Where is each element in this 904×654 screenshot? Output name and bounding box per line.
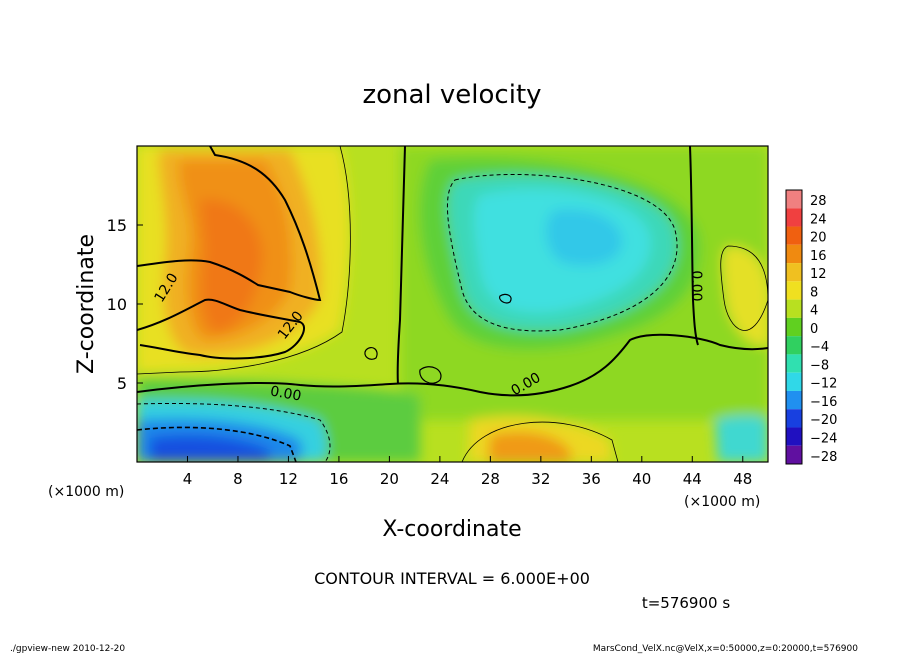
x-axis: 4 8 12 16 20 24 28 32 36 40 44 48: [183, 456, 752, 488]
colorbar-label: −16: [810, 395, 837, 410]
colorbar-segment: [786, 372, 802, 391]
colorbar-label: 16: [810, 249, 827, 264]
x-tick-label: 40: [632, 470, 651, 488]
x-tick-label: 24: [430, 470, 449, 488]
y-axis-label: Z-coordinate: [74, 234, 99, 374]
contour-label-0-a: 0.00: [269, 383, 302, 404]
footer-left: ./gpview-new 2010-12-20: [10, 644, 125, 654]
x-tick-label: 12: [279, 470, 298, 488]
field-deep-blue-low: [150, 435, 270, 462]
colorbar-segment: [786, 354, 802, 373]
x-tick-label: 4: [183, 470, 193, 488]
colorbar-label: −24: [810, 432, 837, 447]
y-tick-label: 5: [117, 374, 127, 393]
colorbar: 28 24 20 16 12 8 4 0 −4 −8 −12 −16 −20 −24 −28: [785, 189, 837, 465]
x-unit-label-right: (×1000 m): [684, 494, 760, 510]
contour-12-lower: [137, 298, 305, 360]
colorbar-segment: [786, 390, 802, 410]
colorbar-label: −20: [810, 413, 837, 428]
colorbar-label: 20: [810, 231, 827, 246]
x-tick-label: 48: [733, 470, 752, 488]
plot-area: 12.0 12.0 0.00 0.00 0.00: [137, 146, 768, 462]
contour-label-0-c: 0.00: [688, 270, 704, 301]
contour-neg12-low: [137, 426, 297, 462]
contour-12-upper: [137, 146, 322, 302]
colorbar-label: −28: [810, 450, 837, 465]
contour-0-east: [689, 146, 699, 346]
contour-blob-1: [364, 346, 378, 360]
colorbar-segment: [786, 208, 802, 227]
colorbar-label: 28: [810, 194, 827, 209]
colorbar-segment: [786, 427, 802, 446]
contour-neg6-low: [137, 402, 331, 462]
y-tick-label: 10: [107, 295, 127, 314]
contour-6-west: [137, 146, 351, 375]
time-stamp: t=576900 s: [642, 594, 730, 612]
y-axis: 5 10 15: [107, 216, 143, 393]
colorbar-segment: [786, 445, 802, 464]
colorbar-segment: [786, 263, 802, 282]
x-tick-label: 28: [481, 470, 500, 488]
colorbar-segment: [786, 299, 802, 318]
field-cyan-se: [715, 415, 768, 462]
colorbar-label: 4: [810, 304, 818, 319]
colorbar-segment: [786, 336, 802, 355]
contour-blob-2: [419, 366, 442, 384]
colorbar-frame: [785, 189, 803, 465]
field-cyan-deep: [546, 209, 623, 266]
contour-6-bottom: [461, 421, 619, 462]
field-yellow-east: [722, 246, 768, 346]
colorbar-segment: [786, 281, 802, 300]
footer-right: MarsCond_VelX.nc@VelX,x=0:50000,z=0:2000…: [593, 644, 858, 654]
colorbar-label: 12: [810, 267, 827, 282]
x-axis-label: X-coordinate: [382, 517, 521, 542]
colorbar-label: 8: [810, 285, 818, 300]
contour-blob-3: [499, 293, 512, 304]
colorbar-label: 24: [810, 212, 827, 227]
x-tick-label: 20: [380, 470, 399, 488]
colorbar-segment: [786, 190, 802, 209]
colorbar-segment: [786, 317, 802, 337]
x-tick-label: 44: [683, 470, 702, 488]
field-orange-bottom: [488, 431, 572, 462]
contour-0-vertical: [396, 146, 406, 385]
colorbar-label: 0: [810, 322, 818, 337]
x-tick-label: 32: [531, 470, 550, 488]
colorbar-segment: [786, 226, 802, 245]
y-tick-label: 15: [107, 216, 127, 235]
chart-title: zonal velocity: [362, 80, 541, 110]
colorbar-label: −8: [810, 358, 829, 373]
colorbar-segment: [786, 409, 802, 428]
colorbar-label: −4: [810, 340, 829, 355]
x-tick-label: 36: [582, 470, 601, 488]
contour-neg6: [446, 173, 678, 332]
colorbar-label: −12: [810, 377, 837, 392]
x-tick-label: 8: [233, 470, 243, 488]
colorbar-segment: [786, 244, 802, 264]
x-unit-label: (×1000 m): [48, 484, 124, 500]
contour-6-east: [720, 245, 768, 331]
contour-interval: CONTOUR INTERVAL = 6.000E+00: [314, 569, 590, 588]
field-orange-deep: [200, 199, 263, 332]
x-tick-label: 16: [329, 470, 348, 488]
